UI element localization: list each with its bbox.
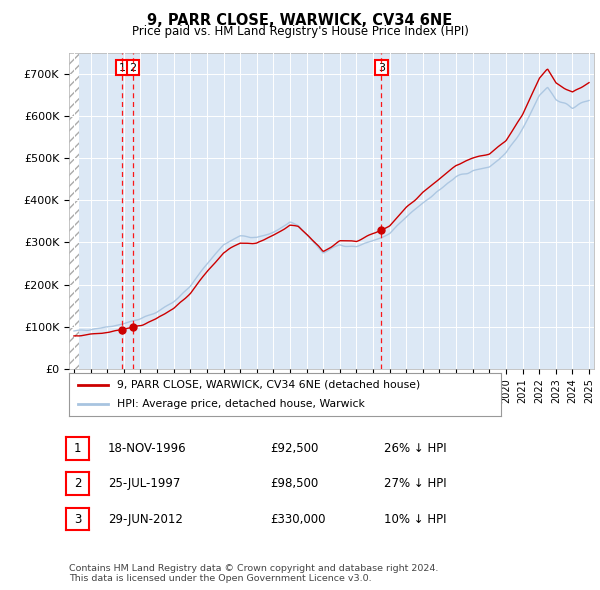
Text: £98,500: £98,500 <box>270 477 318 490</box>
Text: HPI: Average price, detached house, Warwick: HPI: Average price, detached house, Warw… <box>116 399 364 409</box>
Text: 3: 3 <box>74 513 81 526</box>
Text: 9, PARR CLOSE, WARWICK, CV34 6NE: 9, PARR CLOSE, WARWICK, CV34 6NE <box>148 13 452 28</box>
Text: 10% ↓ HPI: 10% ↓ HPI <box>384 513 446 526</box>
Text: Price paid vs. HM Land Registry's House Price Index (HPI): Price paid vs. HM Land Registry's House … <box>131 25 469 38</box>
Text: £330,000: £330,000 <box>270 513 325 526</box>
Text: 2: 2 <box>130 63 137 73</box>
Text: 29-JUN-2012: 29-JUN-2012 <box>108 513 183 526</box>
Text: 1: 1 <box>118 63 125 73</box>
Text: 27% ↓ HPI: 27% ↓ HPI <box>384 477 446 490</box>
Text: 3: 3 <box>378 63 385 73</box>
Text: 9, PARR CLOSE, WARWICK, CV34 6NE (detached house): 9, PARR CLOSE, WARWICK, CV34 6NE (detach… <box>116 380 420 390</box>
Text: 18-NOV-1996: 18-NOV-1996 <box>108 442 187 455</box>
Bar <box>65 53 79 369</box>
Text: £92,500: £92,500 <box>270 442 319 455</box>
Text: Contains HM Land Registry data © Crown copyright and database right 2024.
This d: Contains HM Land Registry data © Crown c… <box>69 563 439 583</box>
Text: 2: 2 <box>74 477 81 490</box>
Text: 25-JUL-1997: 25-JUL-1997 <box>108 477 181 490</box>
Text: 1: 1 <box>74 442 81 455</box>
Text: 26% ↓ HPI: 26% ↓ HPI <box>384 442 446 455</box>
